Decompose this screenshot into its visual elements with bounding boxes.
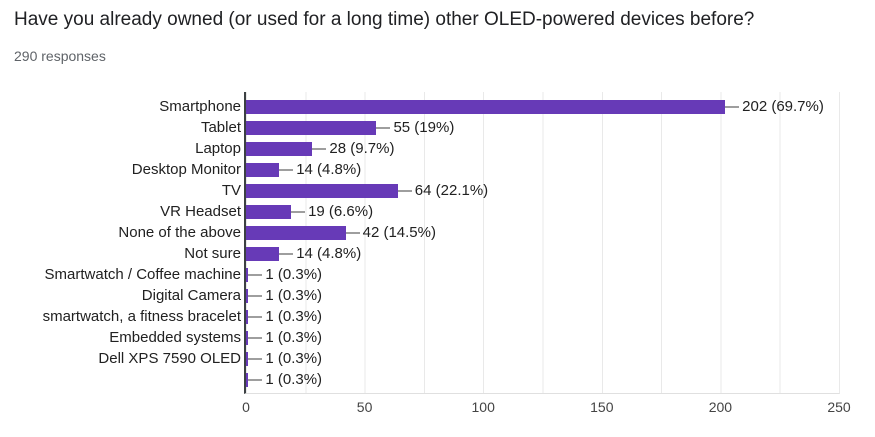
- category-label: Laptop: [195, 140, 241, 157]
- category-label: Desktop Monitor: [131, 161, 241, 178]
- connector-line: [291, 210, 306, 213]
- connector-line: [248, 378, 263, 381]
- bar: [246, 204, 292, 219]
- value-label: 55 (19%): [393, 119, 455, 136]
- category-label: Smartphone: [159, 98, 241, 115]
- bar-row: 202 (69.7%): [246, 96, 839, 117]
- category-label: Not sure: [184, 245, 241, 262]
- bar-row: 64 (22.1%): [246, 180, 839, 201]
- bar: [246, 99, 726, 114]
- connector-line: [279, 252, 294, 255]
- connector-line: [248, 294, 263, 297]
- x-tick-label: 200: [708, 399, 733, 415]
- x-axis: 0 50 100 150 200 250: [242, 399, 851, 417]
- connector-line: [279, 168, 294, 171]
- value-label: 14 (4.8%): [296, 161, 362, 178]
- category-label: Embedded systems: [109, 329, 241, 346]
- value-label: 1 (0.3%): [265, 308, 323, 325]
- x-tick-label: 150: [590, 399, 614, 415]
- bar-chart: Smartphone Tablet Laptop Desktop Monitor TV V…: [0, 92, 840, 394]
- category-label: TV: [221, 182, 241, 199]
- category-label: VR Headset: [160, 203, 241, 220]
- bar: [246, 267, 249, 282]
- bar-row: 28 (9.7%): [246, 138, 839, 159]
- bar: [246, 246, 280, 261]
- bar: [246, 330, 249, 345]
- bar-row: 19 (6.6%): [246, 201, 839, 222]
- value-label: 42 (14.5%): [362, 224, 436, 241]
- bar: [246, 120, 377, 135]
- bar-row: 14 (4.8%): [246, 159, 839, 180]
- bar-row: 14 (4.8%): [246, 243, 839, 264]
- x-tick-label: 50: [356, 399, 373, 415]
- value-label: 14 (4.8%): [296, 245, 362, 262]
- value-label: 1 (0.3%): [265, 266, 323, 283]
- bar: [246, 309, 249, 324]
- bar-row: 1 (0.3%): [246, 264, 839, 285]
- bar: [246, 351, 249, 366]
- bar: [246, 225, 346, 240]
- bar: [246, 288, 249, 303]
- plot-area: 202 (69.7%) 55 (19%) 28 (9.7%) 14 (4.8%) 64 …: [244, 92, 840, 394]
- connector-line: [248, 315, 263, 318]
- bar: [246, 372, 249, 387]
- response-count: 290 responses: [14, 48, 106, 64]
- bar: [246, 162, 280, 177]
- value-label: 1 (0.3%): [265, 329, 323, 346]
- question-title: Have you already owned (or used for a lo…: [14, 9, 755, 30]
- connector-line: [248, 357, 263, 360]
- connector-line: [248, 336, 263, 339]
- value-label: 1 (0.3%): [265, 371, 323, 388]
- bar-row: 1 (0.3%): [246, 369, 839, 390]
- bar: [246, 183, 398, 198]
- bar-row: 55 (19%): [246, 117, 839, 138]
- x-tick-label: 100: [471, 399, 495, 415]
- x-tick-label: 250: [827, 399, 851, 415]
- category-label: smartwatch, a fitness bracelet: [42, 308, 241, 325]
- connector-line: [376, 126, 391, 129]
- category-label: Dell XPS 7590 OLED: [98, 350, 241, 367]
- bar-row: 1 (0.3%): [246, 327, 839, 348]
- connector-line: [248, 273, 263, 276]
- category-label: Tablet: [200, 119, 241, 136]
- connector-line: [725, 105, 740, 108]
- bar-row: 1 (0.3%): [246, 306, 839, 327]
- category-label: None of the above: [118, 224, 241, 241]
- category-label: Digital Camera: [141, 287, 241, 304]
- x-tick-label: 0: [242, 399, 250, 415]
- category-label: Smartwatch / Coffee machine: [44, 266, 241, 283]
- connector-line: [312, 147, 327, 150]
- connector-line: [345, 231, 360, 234]
- value-label: 19 (6.6%): [308, 203, 374, 220]
- category-label: [0, 369, 244, 390]
- value-label: 64 (22.1%): [414, 182, 489, 199]
- bar: [246, 141, 313, 156]
- value-label: 1 (0.3%): [265, 287, 323, 304]
- bar-row: 1 (0.3%): [246, 285, 839, 306]
- value-label: 1 (0.3%): [265, 350, 323, 367]
- value-label: 28 (9.7%): [329, 140, 395, 157]
- bar-row: 42 (14.5%): [246, 222, 839, 243]
- bar-row: 1 (0.3%): [246, 348, 839, 369]
- connector-line: [397, 189, 412, 192]
- value-label: 202 (69.7%): [742, 98, 824, 115]
- category-labels: Smartphone Tablet Laptop Desktop Monitor TV V…: [0, 92, 244, 394]
